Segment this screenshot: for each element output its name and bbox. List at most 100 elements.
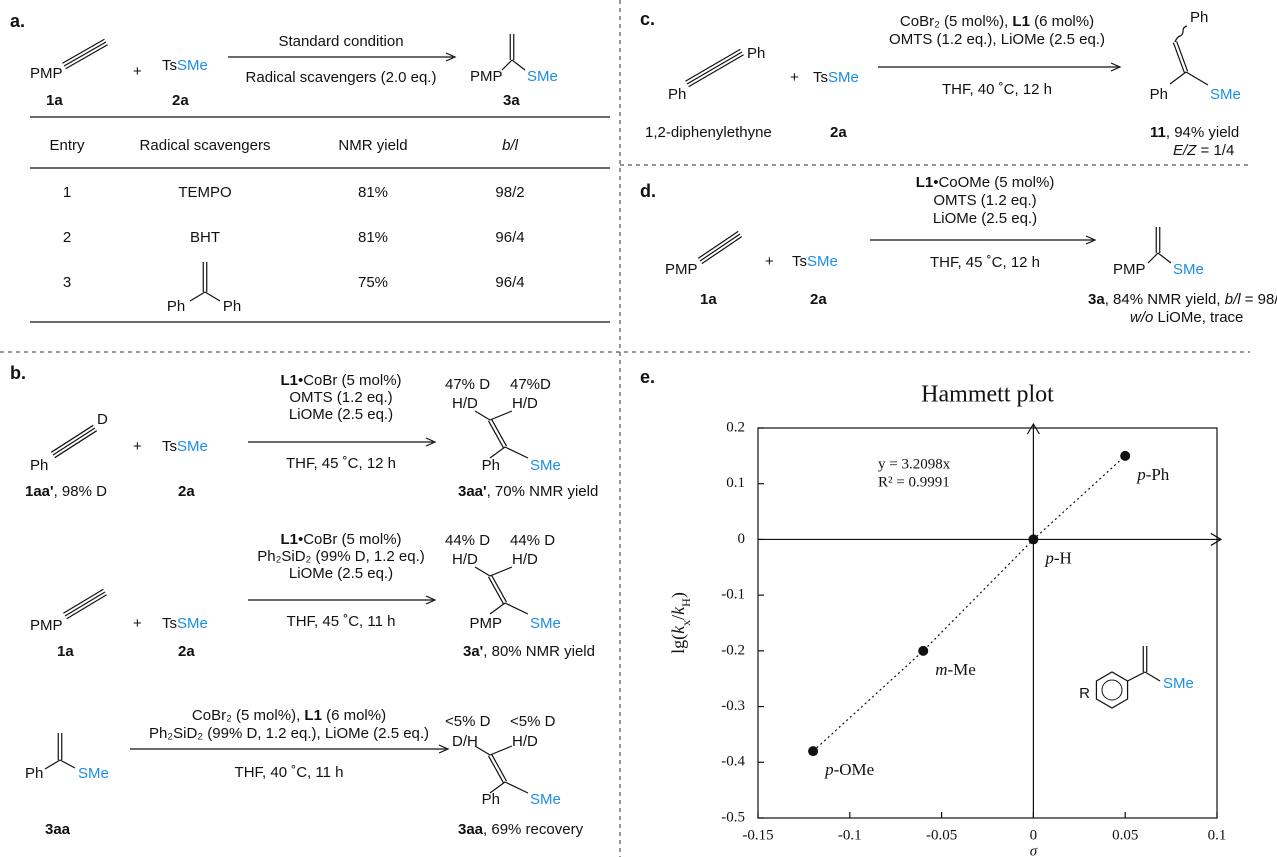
text-part: = 1/4 [1196,142,1234,159]
table-cell: 81% [358,229,388,246]
bond [1145,672,1160,681]
triple-bond [62,39,104,63]
double-bond [492,575,507,602]
panel-label: c. [640,9,655,29]
scheme-text: SMe [1210,86,1241,103]
data-point [808,746,818,756]
text-part: (6 mol%) [322,707,386,724]
scheme-text: H/D [512,395,538,412]
bond [475,411,490,420]
scheme-text: LiOMe (2.5 eq.) [289,406,393,423]
scheme-text: 1,2-diphenylethyne [645,124,772,141]
scheme-text: E/Z = 1/4 [1173,142,1234,159]
scheme-text: SMe [530,615,561,632]
text-part: LiOMe, trace [1153,309,1243,326]
bond [1158,253,1171,263]
panel-label: b. [10,363,26,383]
triple-bond [64,42,106,66]
text-part: -OMe [834,760,875,779]
text-part: -H [1054,548,1072,567]
scheme-text: <5% D [445,713,491,730]
table-cell: 75% [358,274,388,291]
text-part: m [935,660,947,679]
text-part: , 70% NMR yield [487,483,599,500]
text-part: 3a' [463,643,483,660]
triple-bond [55,431,97,458]
scheme-text: PMP [470,68,503,85]
table-cell: 3 [63,274,71,291]
text-part: SMe [807,253,838,270]
scheme-text: LiOMe (2.5 eq.) [289,565,393,582]
text-part: b/l [1225,291,1242,308]
text-part: CoBr₂ (5 mol%), [900,13,1013,30]
scheme-text: THF, 45 ˚C, 12 h [930,254,1040,271]
text-part: CoBr₂ (5 mol%), [192,707,305,724]
inset-text: R [1079,685,1090,702]
double-bond [488,577,503,604]
scheme-text: 3aa, 69% recovery [458,821,584,838]
text-part: (6 mol%) [1030,13,1094,30]
text-part: SMe [828,69,859,86]
bond [1148,253,1158,263]
y-tick-label: 0.2 [726,419,745,435]
double-bond [492,754,507,781]
text-part: L1 [280,372,298,389]
text-part: -Ph [1146,465,1170,484]
scheme-text: TsSMe [162,57,208,74]
scheme-text: H/D [452,551,478,568]
text-part: 3a [1088,291,1105,308]
x-tick-label: 0.1 [1208,827,1227,843]
scheme-text: + [133,615,142,632]
scheme-text: 2a [810,291,827,308]
text-part: -Me [948,660,976,679]
x-tick-label: 0.05 [1112,827,1138,843]
bond [475,567,490,576]
scheme-text: TsSMe [792,253,838,270]
y-tick-label: -0.1 [721,587,745,603]
triple-bond [67,595,107,619]
panel-label: d. [640,181,656,201]
text-part: 3aa' [458,483,487,500]
triple-bond [698,231,738,258]
scheme-text: SMe [530,457,561,474]
text-part: p [1044,548,1054,567]
table-cell: Ph [223,298,241,315]
benzene-ring [1096,672,1127,708]
text-part: 3aa [45,821,71,838]
bond [505,447,528,458]
text-part: L1 [280,531,298,548]
scheme-text: D/H [452,733,478,750]
table-cell: 2 [63,229,71,246]
scheme-text: Ph [25,765,43,782]
text-part: LiOMe (2.5 eq.) [933,210,1037,227]
scheme-text: 3aa', 70% NMR yield [458,483,598,500]
scheme-text: THF, 45 ˚C, 11 h [287,613,396,630]
scheme-text: H/D [512,733,538,750]
triple-bond [66,45,108,69]
scheme-text: 3aa [45,821,71,838]
scheme-text: PMP [30,65,63,82]
bond [505,782,528,793]
scheme-text: 2a [178,483,195,500]
scheme-text: Radical scavengers (2.0 eq.) [246,69,437,86]
y-tick-label: -0.2 [721,642,745,658]
double-bond [488,421,503,448]
table-cell: 96/4 [495,274,524,291]
double-bond [488,756,503,783]
bond [1186,72,1208,85]
triple-bond [687,52,742,84]
scheme-text: Ph [668,86,686,103]
text-part: Ph₂SiD₂ (99% D, 1.2 eq.), LiOMe (2.5 eq.… [149,725,429,742]
scheme-text: OMTS (1.2 eq.) [933,192,1036,209]
scheme-text: Ph [482,457,500,474]
data-point [1028,534,1038,544]
table-header: NMR yield [338,137,407,154]
text-part: L1 [1012,13,1030,30]
text-part: , 69% recovery [483,821,584,838]
scheme-text: + [133,63,142,80]
scheme-text: + [765,253,774,270]
text-part: OMTS (1.2 eq.) [289,389,392,406]
scheme-text: CoBr₂ (5 mol%), L1 (6 mol%) [192,707,386,724]
text-part: , 80% NMR yield [483,643,595,660]
y-tick-label: -0.3 [721,698,745,714]
